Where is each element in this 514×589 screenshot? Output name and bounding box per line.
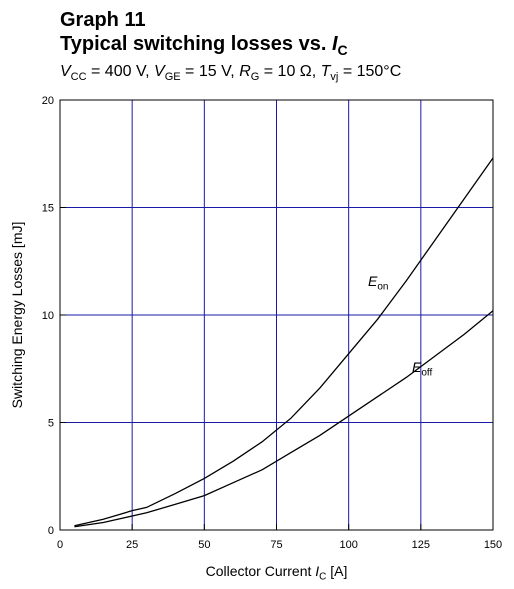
x-axis-label: Collector Current IC [A] xyxy=(206,563,348,583)
text-italic: R xyxy=(239,63,251,80)
text-part: Collector Current xyxy=(206,563,316,579)
text-sub: off xyxy=(421,368,432,379)
series-label: Eoff xyxy=(412,359,433,379)
chart-title: Typical switching losses vs. IC xyxy=(60,33,348,58)
line-series xyxy=(74,157,494,527)
text-part: = 15 V, xyxy=(181,63,240,80)
text-italic: E xyxy=(412,359,422,375)
text-sub: G xyxy=(251,71,260,83)
line-series xyxy=(74,310,494,528)
x-tick-label: 75 xyxy=(270,539,282,551)
y-tick-label: 20 xyxy=(42,95,54,107)
text-italic: V xyxy=(154,63,166,80)
x-tick-label: 0 xyxy=(57,539,63,551)
text-sub: GE xyxy=(165,71,181,83)
text-italic: E xyxy=(368,273,378,289)
x-tick-label: 150 xyxy=(484,539,502,551)
text-sub: on xyxy=(377,282,388,293)
series-label: Eon xyxy=(368,273,388,293)
text-part: = 400 V, xyxy=(87,63,154,80)
y-axis-label: Switching Energy Losses [mJ] xyxy=(9,222,25,409)
plot-frame xyxy=(59,99,494,531)
text-sub: C xyxy=(338,42,348,58)
x-tick-label: 25 xyxy=(126,539,138,551)
text-sub: vj xyxy=(330,71,338,83)
text-part: = 150°C xyxy=(338,63,401,80)
text-part: Typical switching losses vs. xyxy=(60,33,332,55)
y-tick-label: 15 xyxy=(42,203,54,215)
text-sub: CC xyxy=(71,71,87,83)
text-italic: I xyxy=(332,33,338,55)
y-tick-label: 5 xyxy=(48,418,54,430)
text-italic: I xyxy=(315,563,319,579)
text-italic: V xyxy=(60,63,72,80)
text-part: [A] xyxy=(326,563,347,579)
x-tick-label: 100 xyxy=(339,539,357,551)
y-tick-label: 0 xyxy=(48,525,54,537)
text-italic: T xyxy=(321,63,332,80)
text-part: = 10 Ω, xyxy=(259,63,320,80)
x-tick-label: 50 xyxy=(198,539,210,551)
text-sub: C xyxy=(319,572,326,583)
chart-title: Graph 11 xyxy=(60,9,146,31)
x-tick-label: 125 xyxy=(412,539,430,551)
chart-subtitle: VCC = 400 V, VGE = 15 V, RG = 10 Ω, Tvj … xyxy=(60,63,401,83)
y-tick-label: 10 xyxy=(42,310,54,322)
